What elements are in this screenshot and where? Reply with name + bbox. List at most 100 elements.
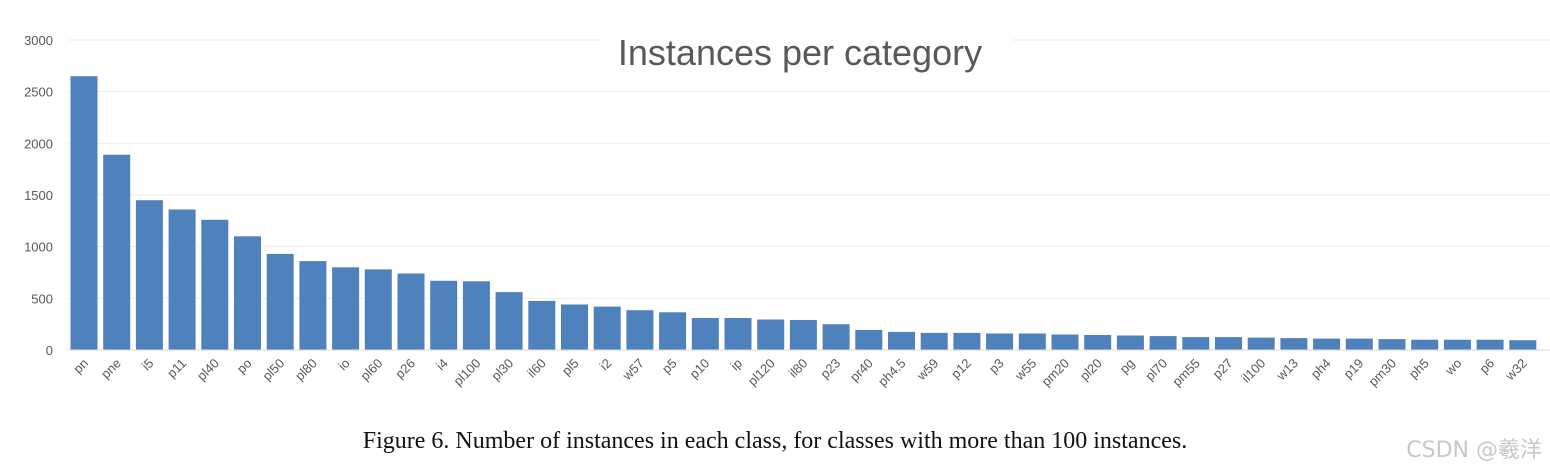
x-tick-label: w57 [619,356,647,384]
bar-pl40 [201,219,229,350]
x-tick-label: po [234,356,255,377]
bar-io [332,267,360,350]
x-tick-label: ip [727,356,745,374]
bar-po [234,236,261,350]
bar-i4 [430,280,458,350]
x-tick-label: pm30 [1366,356,1400,390]
x-tick-label: p23 [817,356,843,382]
chart-title: Instances per category [618,32,982,73]
x-tick-label: pn [70,356,91,377]
bar-pne [103,154,131,350]
bars [70,76,1537,350]
bar-p3 [986,333,1014,350]
bar-ip [724,318,752,350]
bar-il60 [528,300,556,350]
x-tick-label: pl20 [1077,356,1105,384]
x-tick-label: pne [98,356,124,382]
bar-i5 [135,200,163,350]
x-tick-label: pl40 [194,356,222,384]
x-tick-label: ph4 [1308,356,1334,382]
bar-p27 [1215,337,1242,350]
x-tick-label: i4 [433,356,451,374]
bar-pm55 [1182,337,1210,350]
bar-pn [70,76,98,350]
y-tick-label: 2500 [24,85,53,100]
bar-wo [1443,339,1471,350]
x-tick-label: p27 [1210,356,1236,382]
y-tick-label: 2000 [24,136,53,151]
x-tick-label: il80 [786,356,811,381]
y-tick-label: 3000 [24,33,53,48]
bar-p11 [168,209,196,350]
bar-il100 [1247,337,1275,350]
x-tick-label: p11 [164,356,189,381]
bar-pm20 [1051,334,1079,350]
x-tick-label: pl50 [259,356,287,384]
y-tick-label: 1500 [24,188,53,203]
x-tick-label: pm20 [1039,356,1073,390]
x-tick-label: w13 [1273,356,1301,384]
x-tick-label: i5 [139,356,157,374]
x-tick-label: pl30 [488,356,516,384]
x-axis-tick-labels: pn pne i5 p11 pl40 po pl50 pl80 io pl60 p26 i4 pl100… [70,356,1530,390]
bar-w57 [626,310,654,350]
x-tick-label: pl80 [292,356,320,384]
x-tick-label: p26 [392,356,418,382]
x-tick-label: pl100 [450,356,483,389]
bar-p5 [659,312,687,350]
x-tick-label: ph4.5 [875,356,909,390]
x-tick-label: wo [1441,356,1464,379]
bar-w13 [1280,338,1308,350]
x-tick-label: pl5 [559,356,582,379]
bar-p23 [822,324,850,350]
bar-pl30 [495,292,523,350]
bar-p6 [1476,339,1504,350]
y-tick-label: 500 [31,291,53,306]
x-tick-label: p10 [686,356,712,382]
x-tick-label: pg [1117,356,1138,377]
bar-pl70 [1149,336,1177,350]
bar-p12 [953,332,981,350]
bar-pm30 [1378,339,1406,350]
bar-p10 [691,318,719,350]
y-tick-label: 0 [46,343,53,358]
x-tick-label: p5 [659,356,680,377]
x-tick-label: p19 [1340,356,1366,382]
x-tick-label: p3 [986,356,1007,377]
bar-pl5 [561,304,588,350]
y-tick-label: 1000 [24,240,53,255]
bar-w32 [1509,340,1537,350]
y-axis-tick-labels: 0 500 1000 1500 2000 2500 3000 [24,33,53,358]
bar-pl120 [757,319,785,350]
watermark: CSDN @羲洋 [1406,438,1542,463]
x-tick-label: il60 [524,356,549,381]
x-tick-label: io [335,356,353,374]
bar-pl50 [266,253,294,350]
bar-pg [1116,335,1144,350]
x-tick-label: il100 [1238,356,1268,386]
x-tick-label: i2 [597,356,615,374]
x-tick-label: pl120 [745,356,778,389]
x-tick-label: w55 [1011,356,1039,384]
x-tick-label: p12 [948,356,974,382]
x-tick-label: pl70 [1142,356,1170,384]
x-tick-label: pl60 [357,356,385,384]
bar-w59 [920,332,948,350]
x-tick-label: w59 [913,356,941,384]
bar-i2 [593,306,621,350]
x-tick-label: w32 [1502,356,1530,384]
bar-p19 [1345,338,1373,350]
x-tick-label: pm55 [1169,356,1203,390]
bar-ph4.5 [888,331,915,350]
bar-ph5 [1411,339,1439,350]
bar-pl80 [299,261,327,350]
x-tick-label: pr40 [847,356,876,385]
x-tick-label: ph5 [1406,356,1432,382]
x-tick-label: p6 [1476,356,1497,377]
bar-p26 [397,273,425,350]
bar-ph4 [1313,338,1341,350]
bar-pl20 [1084,335,1112,350]
bar-pl60 [364,269,392,350]
title-background [600,28,1012,76]
